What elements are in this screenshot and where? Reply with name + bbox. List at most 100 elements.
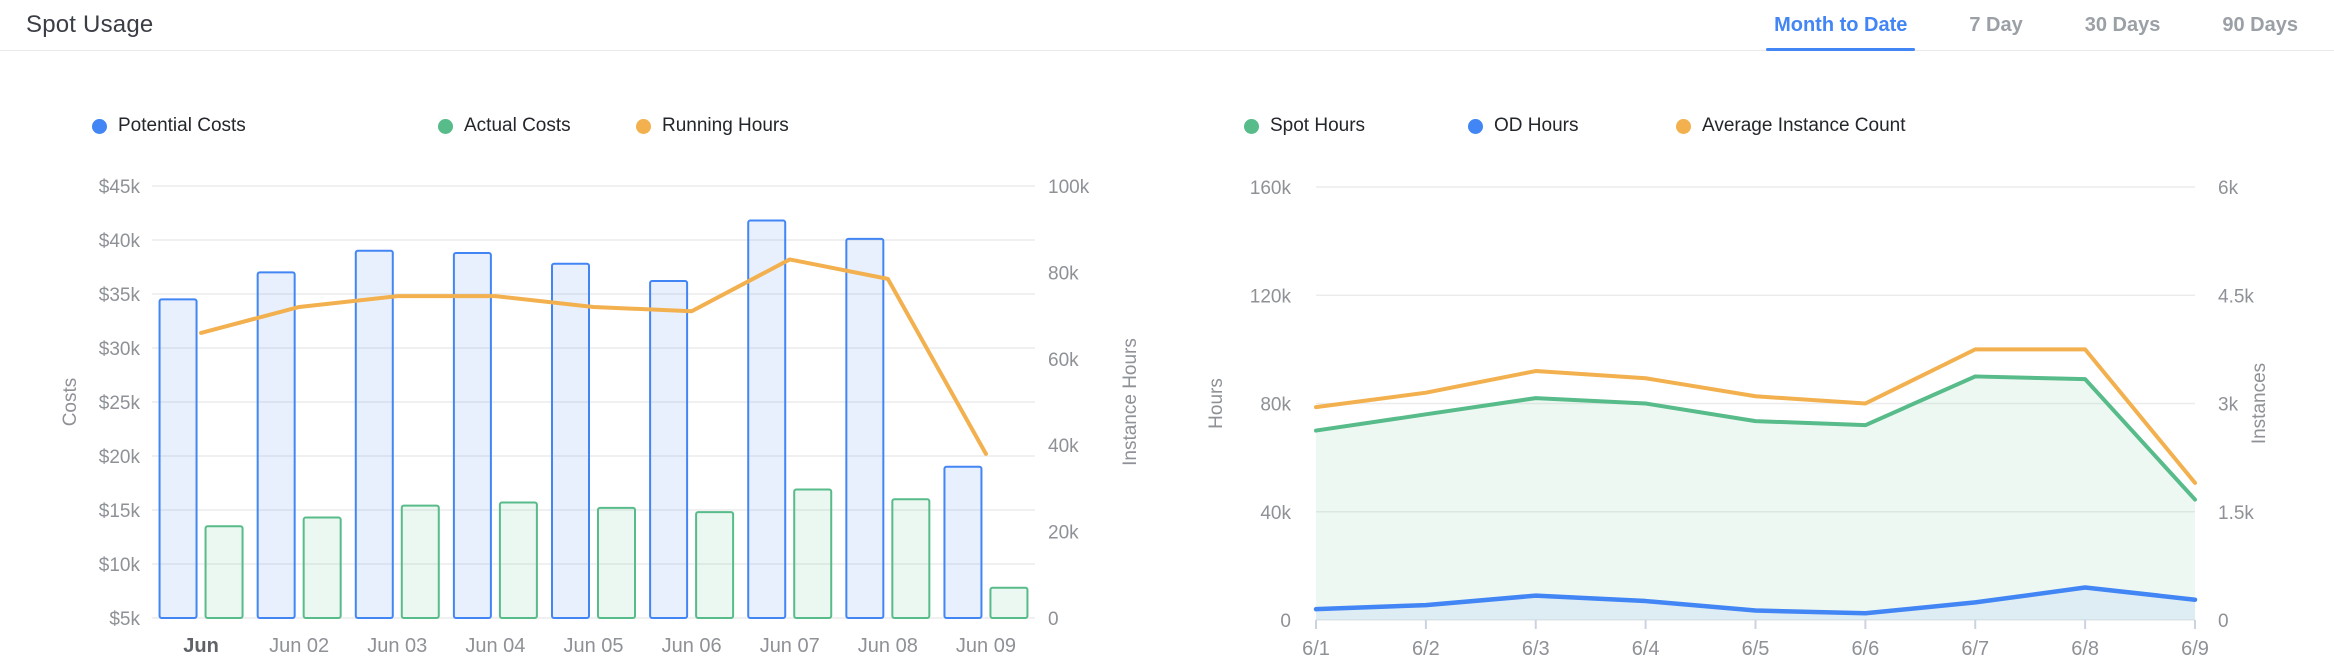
- y-left-tick-label: $45k: [99, 177, 141, 198]
- x-axis-label: Jun 08: [858, 635, 918, 657]
- x-axis-label: Jun 04: [465, 635, 525, 657]
- time-range-tabs: Month to Date 7 Day 30 Days 90 Days: [1766, 0, 2300, 51]
- y-right-tick-label: 20k: [1048, 523, 1079, 544]
- potential-costs-bar[interactable]: [256, 271, 296, 619]
- y-left-tick-label: $35k: [99, 285, 141, 306]
- y-left-tick-label: 120k: [1250, 286, 1292, 307]
- y-left-tick-label: 80k: [1260, 395, 1291, 416]
- x-axis-label: 6/5: [1742, 638, 1770, 660]
- running-hours-legend-dot: [636, 118, 651, 134]
- running-hours-line[interactable]: [199, 257, 988, 456]
- y-right-tick-label: 40k: [1048, 436, 1079, 457]
- potential-costs-bar[interactable]: [354, 249, 394, 620]
- potential-costs-bar[interactable]: [845, 237, 885, 619]
- average-instance-count-line[interactable]: [1314, 347, 2197, 485]
- y-right-tick-label: 60k: [1048, 350, 1079, 371]
- x-axis-label: 6/6: [1851, 638, 1879, 660]
- x-axis-label: 6/2: [1412, 638, 1440, 660]
- actual-costs-bar[interactable]: [302, 516, 342, 619]
- x-axis-label: Jun 05: [563, 635, 623, 657]
- y-left-tick-label: $20k: [99, 447, 141, 468]
- spot-hours-line[interactable]: [1314, 374, 2197, 502]
- od-hours-line[interactable]: [1313, 585, 2198, 616]
- tab-label: 90 Days: [2222, 13, 2298, 36]
- y-left-tick-label: $15k: [99, 501, 141, 522]
- y-right-axis-title: Instance Hours: [1120, 338, 1141, 466]
- actual-costs-bar[interactable]: [989, 586, 1029, 620]
- legend-item-running-hours[interactable]: Running Hours: [636, 114, 789, 138]
- potential-costs-bar[interactable]: [452, 251, 492, 620]
- y-right-tick-label: 100k: [1048, 177, 1090, 198]
- actual-costs-bar[interactable]: [204, 525, 244, 620]
- legend-label: Actual Costs: [464, 115, 571, 136]
- y-right-tick-label: 0: [2218, 611, 2229, 632]
- y-right-tick-label: 1.5k: [2218, 503, 2254, 524]
- spot-hours-area: [1316, 376, 2195, 620]
- potential-costs-bar[interactable]: [551, 262, 590, 619]
- y-left-tick-label: 0: [1280, 611, 1291, 632]
- legend-item-potential-costs[interactable]: Potential Costs: [92, 114, 246, 138]
- legend-label: OD Hours: [1494, 115, 1579, 136]
- y-right-tick-label: 6k: [2218, 178, 2239, 199]
- potential-costs-bar[interactable]: [747, 219, 787, 619]
- legend-label: Running Hours: [662, 115, 789, 136]
- y-left-axis-title: Costs: [60, 378, 81, 427]
- actual-costs-bar[interactable]: [400, 504, 440, 619]
- x-axis-label: Jun 03: [367, 635, 427, 657]
- y-left-tick-label: $25k: [99, 393, 141, 414]
- y-left-tick-label: 40k: [1260, 503, 1291, 524]
- actual-costs-bar[interactable]: [891, 498, 931, 620]
- header-bar: Spot Usage Month to Date 7 Day 30 Days 9…: [0, 0, 2334, 51]
- legend-label: Potential Costs: [118, 115, 246, 136]
- x-axis-label: 6/4: [1632, 638, 1660, 660]
- page-title: Spot Usage: [26, 11, 154, 38]
- x-axis-label: 6/3: [1522, 638, 1550, 660]
- average-instance-count-legend-dot: [1676, 118, 1691, 134]
- x-axis-label: 6/9: [2181, 638, 2209, 660]
- tab-30-days[interactable]: 30 Days: [2083, 0, 2163, 50]
- legend-item-spot-hours[interactable]: Spot Hours: [1244, 114, 1365, 138]
- y-left-tick-label: $10k: [99, 555, 141, 576]
- od-hours-legend-dot: [1468, 118, 1483, 134]
- x-axis-label: Jun 09: [956, 635, 1016, 657]
- y-left-tick-label: $5k: [109, 609, 140, 630]
- spot-hours-legend-dot: [1244, 118, 1259, 134]
- y-right-tick-label: 0: [1048, 609, 1059, 630]
- x-axis-label: Jun 07: [760, 635, 820, 657]
- actual-costs-legend-dot: [438, 118, 453, 134]
- tab-label: 7 Day: [1969, 13, 2023, 36]
- y-right-tick-label: 80k: [1048, 263, 1079, 284]
- x-axis-label: 6/8: [2071, 638, 2099, 660]
- y-left-tick-label: $40k: [99, 231, 141, 252]
- actual-costs-bar[interactable]: [695, 511, 735, 619]
- potential-costs-bar[interactable]: [158, 298, 198, 619]
- legend-item-average-instance-count[interactable]: Average Instance Count: [1676, 114, 1906, 138]
- y-left-tick-label: 160k: [1250, 178, 1292, 199]
- potential-costs-bar[interactable]: [649, 280, 689, 619]
- legend-item-actual-costs[interactable]: Actual Costs: [438, 114, 571, 138]
- x-axis-label: Jun 02: [269, 635, 329, 657]
- tab-label: 30 Days: [2084, 13, 2161, 36]
- actual-costs-bar[interactable]: [597, 506, 636, 619]
- y-left-tick-label: $30k: [99, 339, 141, 360]
- y-right-tick-label: 4.5k: [2218, 286, 2254, 307]
- x-axis-label: Jun 06: [662, 635, 722, 657]
- tab-7-day[interactable]: 7 Day: [1967, 0, 2024, 50]
- y-right-tick-label: 3k: [2218, 395, 2239, 416]
- legend-label: Average Instance Count: [1702, 115, 1906, 136]
- legend-item-od-hours[interactable]: OD Hours: [1468, 114, 1578, 138]
- potential-costs-bar[interactable]: [943, 465, 983, 619]
- y-left-axis-title: Hours: [1206, 378, 1227, 429]
- legend-label: Spot Hours: [1270, 115, 1366, 136]
- actual-costs-bar[interactable]: [498, 501, 538, 619]
- x-axis-label: 6/1: [1302, 638, 1330, 660]
- y-right-axis-title: Instances: [2249, 363, 2270, 444]
- actual-costs-bar[interactable]: [793, 488, 833, 620]
- active-tab-underline: [1766, 48, 1916, 51]
- x-axis-label: Jun: [183, 635, 219, 657]
- tab-month-to-date[interactable]: Month to Date: [1766, 0, 1916, 51]
- tab-label: Month to Date: [1774, 13, 1908, 36]
- tab-90-days[interactable]: 90 Days: [2220, 0, 2300, 50]
